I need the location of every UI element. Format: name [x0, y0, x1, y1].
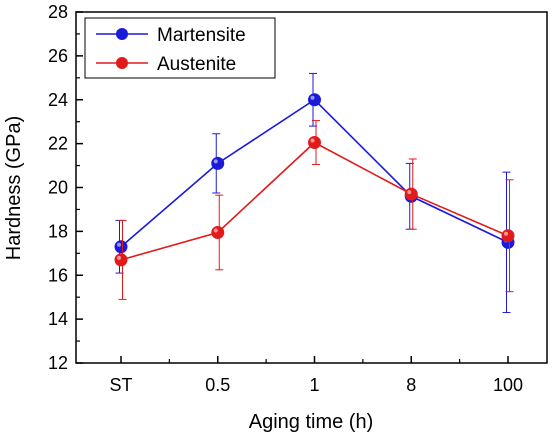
legend-label-martensite: Martensite	[157, 25, 246, 46]
y-tick-label: 18	[48, 221, 68, 241]
data-point	[211, 225, 225, 239]
x-tick-label: 8	[406, 375, 416, 395]
series-layer	[114, 72, 515, 314]
legend-marker-austenite	[116, 57, 128, 69]
data-point-highlight	[213, 159, 218, 164]
data-point-highlight	[213, 228, 218, 233]
x-tick-label: 1	[309, 375, 319, 395]
series-martensite	[114, 72, 515, 314]
series-line	[120, 141, 509, 261]
data-point-highlight	[310, 138, 315, 143]
data-point-highlight	[310, 95, 315, 100]
y-tick-label: 16	[48, 265, 68, 285]
data-point-highlight	[504, 231, 508, 236]
data-point-highlight	[117, 255, 121, 260]
data-point	[114, 240, 128, 254]
y-tick-label: 22	[48, 134, 68, 154]
x-tick-label: 0.5	[205, 375, 230, 395]
data-point	[501, 229, 515, 243]
x-axis: ST 0.5 1 8 100	[109, 356, 523, 395]
data-point	[404, 187, 418, 201]
data-point-highlight	[117, 242, 121, 247]
y-axis-title: Hardness (GPa)	[3, 116, 25, 261]
x-tick-label: 100	[493, 375, 523, 395]
data-point	[308, 93, 321, 107]
y-tick-label: 26	[48, 46, 68, 66]
y-axis: 12 14 16 18 20 22 24 26 28	[48, 2, 83, 373]
data-point	[114, 253, 128, 267]
y-tick-label: 20	[48, 178, 68, 198]
legend-label-austenite: Austenite	[157, 54, 236, 75]
data-point-highlight	[407, 190, 412, 195]
y-tick-label: 24	[48, 90, 68, 110]
data-point	[308, 136, 321, 150]
legend-box	[84, 17, 276, 79]
series-line	[120, 98, 509, 248]
y-tick-label: 28	[48, 2, 68, 22]
legend-marker-martensite	[116, 28, 128, 40]
legend: Martensite Austenite	[84, 17, 276, 79]
y-tick-label: 12	[48, 353, 68, 373]
series-austenite	[114, 120, 515, 300]
x-tick-label: ST	[109, 375, 132, 395]
y-tick-label: 14	[48, 309, 68, 329]
data-point	[211, 156, 225, 170]
x-axis-title: Aging time (h)	[249, 411, 374, 433]
